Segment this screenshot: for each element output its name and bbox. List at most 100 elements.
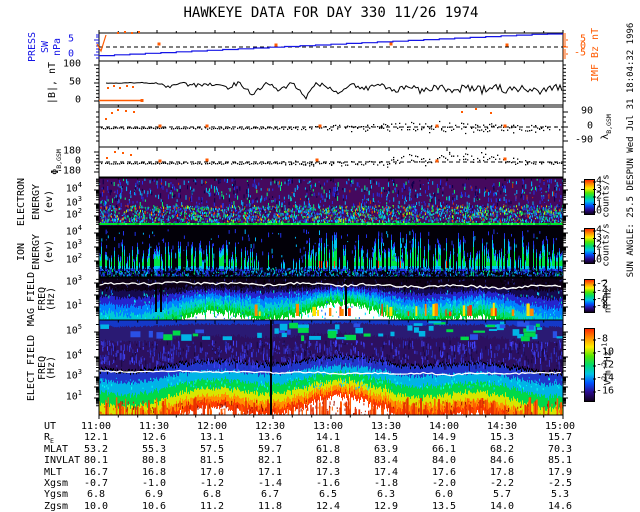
axis-label: ION bbox=[16, 242, 27, 262]
table-cell: -2.5 bbox=[547, 478, 573, 489]
table-cell: 16.8 bbox=[141, 466, 167, 478]
time-tick-label: 14:30 bbox=[486, 421, 518, 432]
table-cell: 17.8 bbox=[489, 466, 515, 478]
table-cell: -1.8 bbox=[373, 478, 399, 489]
elect-field-spectrogram-canvas bbox=[99, 320, 563, 415]
axis-label: SW bbox=[40, 40, 51, 54]
time-tick-label: 12:30 bbox=[254, 421, 286, 432]
mag-cb bbox=[584, 279, 595, 313]
ion-spectrogram-canvas bbox=[99, 227, 563, 277]
table-cell: 6.8 bbox=[86, 489, 106, 501]
table-cell: 15.7 bbox=[547, 432, 573, 444]
table-cell: 5.3 bbox=[550, 489, 570, 501]
tick-label: 5 bbox=[67, 33, 74, 45]
colorbar-tick-label: -8 bbox=[596, 300, 609, 312]
table-cell: 68.2 bbox=[489, 443, 515, 455]
colorbar-tick-label: 0 bbox=[596, 205, 603, 217]
table-cell: 14.5 bbox=[373, 432, 399, 444]
time-tick-label: 13:00 bbox=[312, 421, 344, 432]
table-cell: -1.4 bbox=[257, 478, 283, 489]
processing-info-label: SUN ANGLE: 25.5 DESPUN Wed Jul 31 18:04:… bbox=[626, 22, 636, 278]
colorbar-tick-label: 4 bbox=[596, 224, 603, 236]
mag-field-spectrogram-canvas bbox=[99, 278, 563, 320]
table-cell: 80.8 bbox=[141, 455, 167, 467]
table-cell: 66.1 bbox=[431, 443, 457, 455]
table-cell: 80.1 bbox=[83, 455, 109, 467]
table-cell: 17.3 bbox=[315, 466, 341, 478]
axis-label: PRESS bbox=[27, 31, 38, 63]
table-cell: 6.0 bbox=[434, 489, 454, 501]
table-cell: 10.6 bbox=[141, 500, 167, 512]
table-cell: -0.7 bbox=[83, 478, 109, 489]
tick-label: 0 bbox=[586, 120, 593, 132]
table-cell: 55.3 bbox=[141, 443, 167, 455]
colorbar-tick-label: -2 bbox=[596, 278, 609, 290]
plot-title: HAWKEYE DATA FOR DAY 330 11/26 1974 bbox=[183, 5, 479, 21]
tick-label: 0 bbox=[579, 40, 586, 52]
axis-label: (ev) bbox=[44, 239, 55, 265]
tick-label: 90 bbox=[580, 105, 593, 117]
tick-label: 103 bbox=[65, 274, 82, 288]
ef-cb bbox=[584, 328, 595, 402]
time-tick-label: 11:30 bbox=[138, 421, 170, 432]
table-cell: 12.9 bbox=[373, 500, 399, 512]
time-tick-label: 12:00 bbox=[196, 421, 228, 432]
table-cell: -1.6 bbox=[315, 478, 341, 489]
axis-label: nPa bbox=[52, 37, 63, 57]
colorbar-unit-label: V2m-2Hz-1 bbox=[600, 342, 614, 386]
table-row-label: INVLAT bbox=[44, 455, 81, 467]
tick-label: 104 bbox=[65, 181, 82, 195]
table-cell: 59.7 bbox=[257, 443, 283, 455]
tick-label: 103 bbox=[65, 238, 82, 252]
tick-label: 100 bbox=[62, 58, 81, 70]
table-cell: 16.7 bbox=[83, 466, 109, 478]
tick-label: 0 bbox=[74, 155, 81, 167]
axis-label: λB,GSM bbox=[600, 114, 613, 140]
table-cell: 82.8 bbox=[315, 455, 341, 467]
table-cell: 61.8 bbox=[315, 443, 341, 455]
table-cell: 84.0 bbox=[431, 455, 457, 467]
table-cell: 57.5 bbox=[199, 443, 225, 455]
table-cell: 13.5 bbox=[431, 500, 457, 512]
table-cell: 14.1 bbox=[315, 432, 341, 444]
colorbar-tick-label: 1 bbox=[596, 198, 603, 209]
table-cell: 81.5 bbox=[199, 455, 225, 467]
axis-label: ELECT FIELD bbox=[26, 334, 37, 401]
table-row-label: Zgsm bbox=[44, 500, 69, 512]
axis-label: ELECTRON bbox=[16, 177, 27, 227]
tick-label: 101 bbox=[65, 389, 82, 403]
table-cell: 14.9 bbox=[431, 432, 457, 444]
colorbar-tick-label: 1 bbox=[596, 247, 603, 258]
table-cell: 13.6 bbox=[257, 432, 283, 444]
table-row-label: UT bbox=[44, 421, 57, 432]
tick-label: 102 bbox=[65, 207, 82, 221]
table-cell: 14.0 bbox=[489, 500, 515, 512]
table-row-label: RE bbox=[44, 432, 54, 446]
colorbar-tick-label: -10 bbox=[596, 346, 615, 358]
colorbar-tick-label: -16 bbox=[596, 385, 615, 397]
ion-cb bbox=[584, 228, 595, 264]
time-tick-label: 14:00 bbox=[428, 421, 460, 432]
tick-label: -5 bbox=[573, 47, 586, 59]
table-cell: 84.6 bbox=[489, 455, 515, 467]
tick-label: -180 bbox=[56, 165, 81, 177]
colorbar-tick-label: 3 bbox=[596, 232, 603, 243]
table-cell: 6.9 bbox=[144, 489, 164, 501]
table-cell: -1.0 bbox=[141, 478, 167, 489]
tick-label: 101 bbox=[65, 298, 82, 312]
axis-label: ENERGY bbox=[31, 233, 42, 271]
table-cell: 17.1 bbox=[257, 466, 283, 478]
table-cell: 15.3 bbox=[489, 432, 515, 444]
colorbar-unit-label: counts/s bbox=[601, 174, 612, 218]
table-cell: -1.2 bbox=[199, 478, 225, 489]
colorbar-tick-label: -4 bbox=[596, 285, 609, 297]
tick-label: 105 bbox=[65, 323, 82, 337]
table-cell: 14.6 bbox=[547, 500, 573, 512]
table-cell: 63.9 bbox=[373, 443, 399, 455]
colorbar-tick-label: 2 bbox=[596, 239, 603, 251]
axis-label: (ev) bbox=[44, 189, 55, 215]
colorbar-tick-label: -6 bbox=[596, 293, 609, 305]
colorbar-tick-label: -8 bbox=[596, 333, 609, 345]
axis-label: (Hz) bbox=[46, 355, 57, 380]
table-cell: 12.6 bbox=[141, 432, 167, 444]
